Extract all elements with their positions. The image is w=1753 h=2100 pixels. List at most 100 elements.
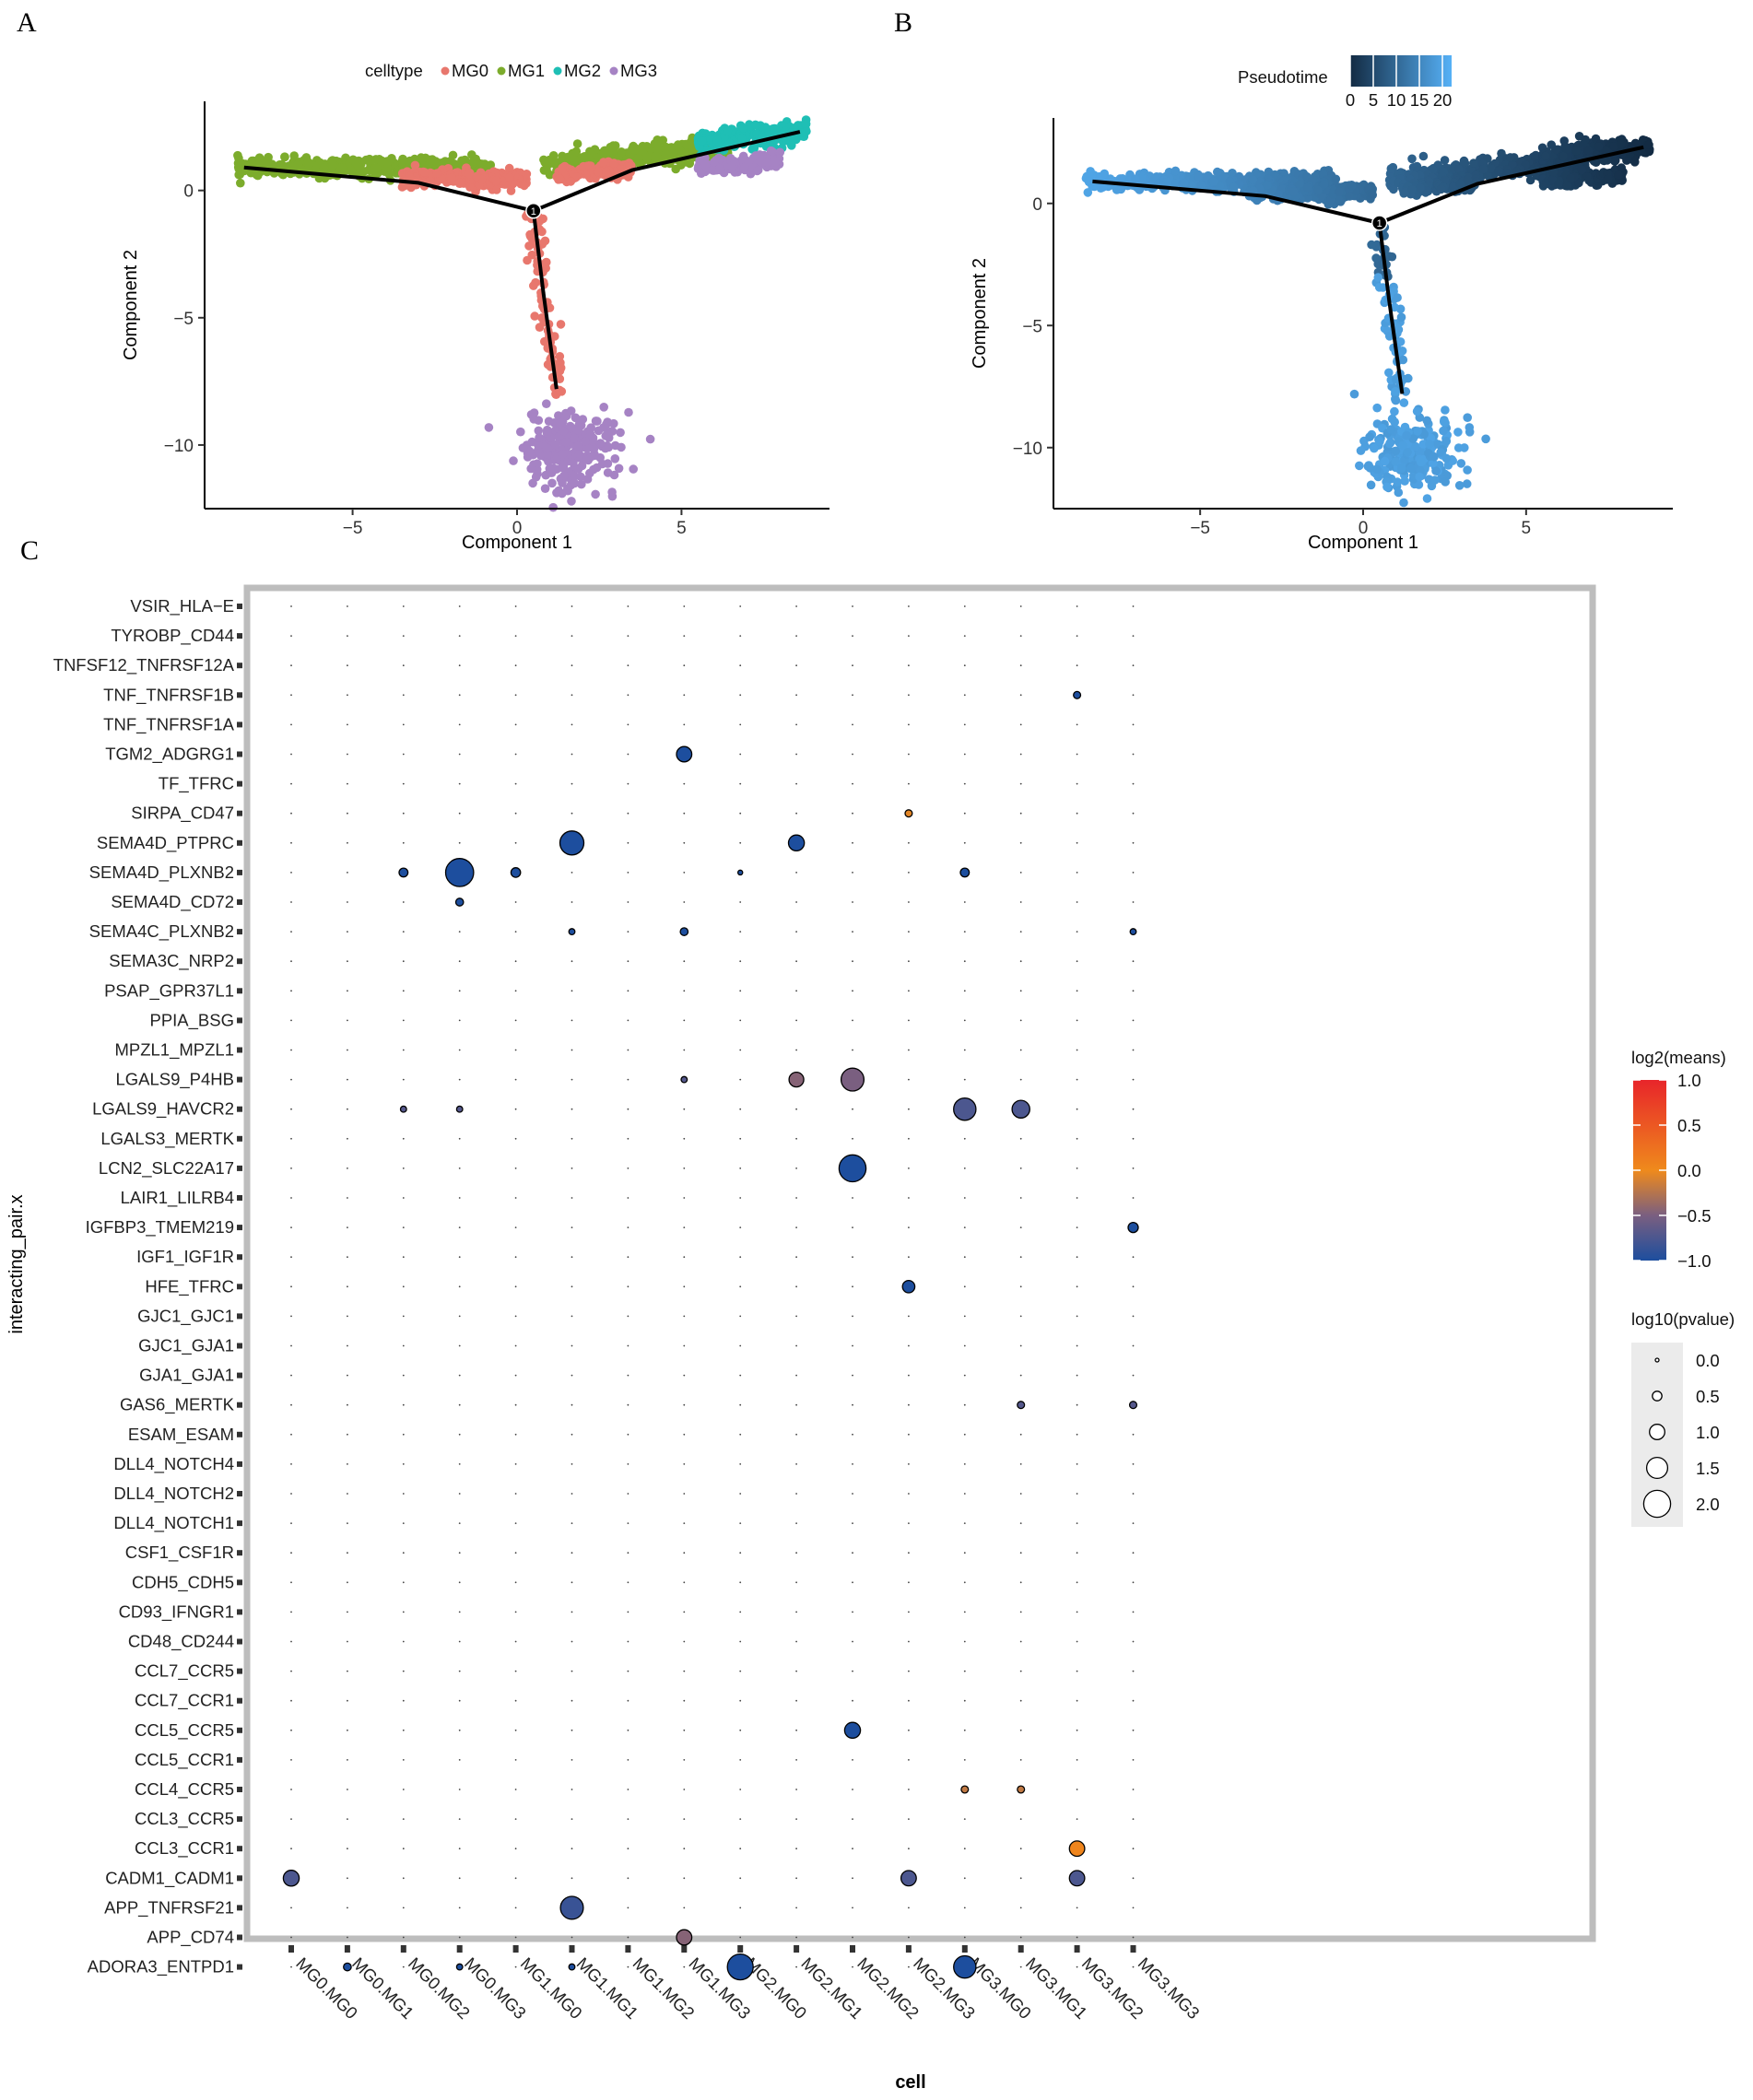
dotplot-empty-dot (852, 1522, 853, 1524)
panel-a-ticks: −5 0 50−5−10 (164, 182, 687, 538)
dotplot-row-tick (237, 1905, 242, 1911)
dotplot-empty-dot (1019, 1433, 1022, 1436)
dotplot-empty-dot (852, 1019, 853, 1022)
dotplot-empty-dot (963, 1759, 966, 1761)
dotplot-empty-dot (1076, 1137, 1078, 1140)
dotplot-empty-dot (908, 1936, 910, 1939)
dotplot-empty-dot (1019, 753, 1022, 756)
dotplot-empty-dot (1132, 694, 1135, 697)
dotplot-point (444, 858, 475, 887)
dotplot-empty-dot (1132, 1611, 1135, 1613)
pA-cell-point (561, 438, 571, 447)
panel-a-trajectory-lines: 1 (243, 130, 801, 390)
dotplot-row-tick (237, 1402, 242, 1408)
dotplot-row-tick (237, 988, 242, 994)
dotplot-empty-dot (571, 1640, 573, 1643)
dotplot-empty-dot (458, 841, 461, 844)
dotplot-empty-dot (347, 1699, 348, 1702)
pA-cell-point (534, 416, 544, 426)
dotplot-empty-dot (627, 1670, 629, 1672)
pB-cell-point (1402, 430, 1411, 440)
dotplot-empty-dot (1132, 1965, 1135, 1968)
pA-cell-point (505, 173, 514, 182)
pA-cell-point (455, 178, 465, 188)
pB-cell-point (1263, 181, 1272, 190)
dotplot-empty-dot (514, 635, 517, 637)
dotplot-empty-dot (795, 1640, 797, 1643)
dotplot-empty-dot (1076, 1936, 1078, 1939)
pA-cell-point (574, 450, 584, 460)
log10-pvalue-legend-circle (1649, 1424, 1665, 1440)
dotplot-empty-dot (1132, 1078, 1135, 1081)
dotplot-empty-dot (739, 694, 742, 697)
pA-branch-point (525, 203, 542, 219)
pA-cell-point (548, 502, 558, 512)
panel-b-ticks: −5 0 50−5−10 (1013, 195, 1531, 538)
pA-cell-point (235, 178, 245, 188)
dotplot-row-tick (237, 1579, 242, 1586)
pA-cell-point (764, 128, 773, 138)
pA-cell-point (233, 150, 242, 160)
pA-cell-point (749, 144, 759, 153)
pA-cell-point (787, 141, 796, 150)
dotplot-empty-dot (1076, 931, 1078, 933)
dotplot-row-label: DLL4_NOTCH1 (113, 1513, 234, 1533)
dotplot-empty-dot (683, 1699, 686, 1702)
dotplot-empty-dot (1019, 1906, 1022, 1909)
dotplot-empty-dot (1019, 1965, 1022, 1968)
dotplot-empty-dot (571, 1848, 573, 1850)
dotplot-empty-dot (795, 1906, 797, 1909)
dotplot-point (953, 1954, 977, 1979)
dotplot-column-tick (850, 1945, 855, 1953)
pA-cell-point (629, 464, 638, 474)
dotplot-empty-dot (963, 1197, 966, 1199)
dotplot-empty-dot (458, 1848, 461, 1850)
dotplot-empty-dot (683, 1729, 686, 1731)
dotplot-column-tick (512, 1945, 519, 1953)
dotplot-column-tick (456, 1945, 463, 1953)
pA-cell-point (589, 464, 598, 475)
dotplot-empty-dot (795, 1729, 797, 1731)
dotplot-empty-dot (402, 841, 405, 844)
dotplot-empty-dot (571, 1670, 573, 1672)
pB-cell-point (1367, 240, 1376, 250)
dotplot-empty-dot (347, 1078, 348, 1081)
dotplot-empty-dot (908, 605, 910, 607)
dotplot-empty-dot (852, 694, 853, 697)
dotplot-row-tick (237, 1816, 242, 1823)
celltype-legend-title: celltype (365, 61, 423, 80)
pB-cell-point (1430, 475, 1440, 485)
dotplot-empty-dot (795, 635, 797, 637)
dotplot-empty-dot (402, 1433, 405, 1436)
dotplot-empty-dot (514, 1581, 517, 1584)
dotplot-empty-dot (908, 1759, 910, 1761)
dotplot-row-label: CD93_IFNGR1 (119, 1601, 234, 1622)
dotplot-empty-dot (1076, 1965, 1078, 1968)
dotplot-empty-dot (739, 1403, 742, 1406)
dotplot-row-tick (237, 1135, 242, 1142)
pseudotime-legend-tick-label: 0 (1346, 90, 1355, 110)
dotplot-empty-dot (571, 960, 573, 963)
dotplot-empty-dot (458, 1019, 461, 1022)
dotplot-empty-dot (1019, 1877, 1022, 1880)
pA-cell-point (570, 478, 580, 488)
dotplot-empty-dot (514, 901, 517, 903)
dotplot-row-tick (237, 1106, 242, 1112)
dotplot-empty-dot (1019, 872, 1022, 874)
pB-cell-point (1248, 175, 1258, 184)
pB-cell-point (1478, 164, 1488, 174)
pA-cell-point (607, 487, 617, 497)
pA-cell-point (557, 165, 567, 174)
dotplot-empty-dot (514, 1848, 517, 1850)
pA-cell-point (738, 123, 748, 133)
pA-cell-point (604, 442, 614, 452)
dotplot-empty-dot (908, 1197, 910, 1199)
dotplot-point (282, 1870, 300, 1887)
pA-cell-point (254, 153, 265, 162)
dotplot-empty-dot (1076, 723, 1078, 726)
dotplot-empty-dot (963, 1670, 966, 1672)
pB-cell-point (1213, 167, 1222, 177)
pB-cell-point (1439, 426, 1448, 436)
dotplot-empty-dot (458, 931, 461, 933)
dotplot-empty-dot (347, 1049, 348, 1051)
